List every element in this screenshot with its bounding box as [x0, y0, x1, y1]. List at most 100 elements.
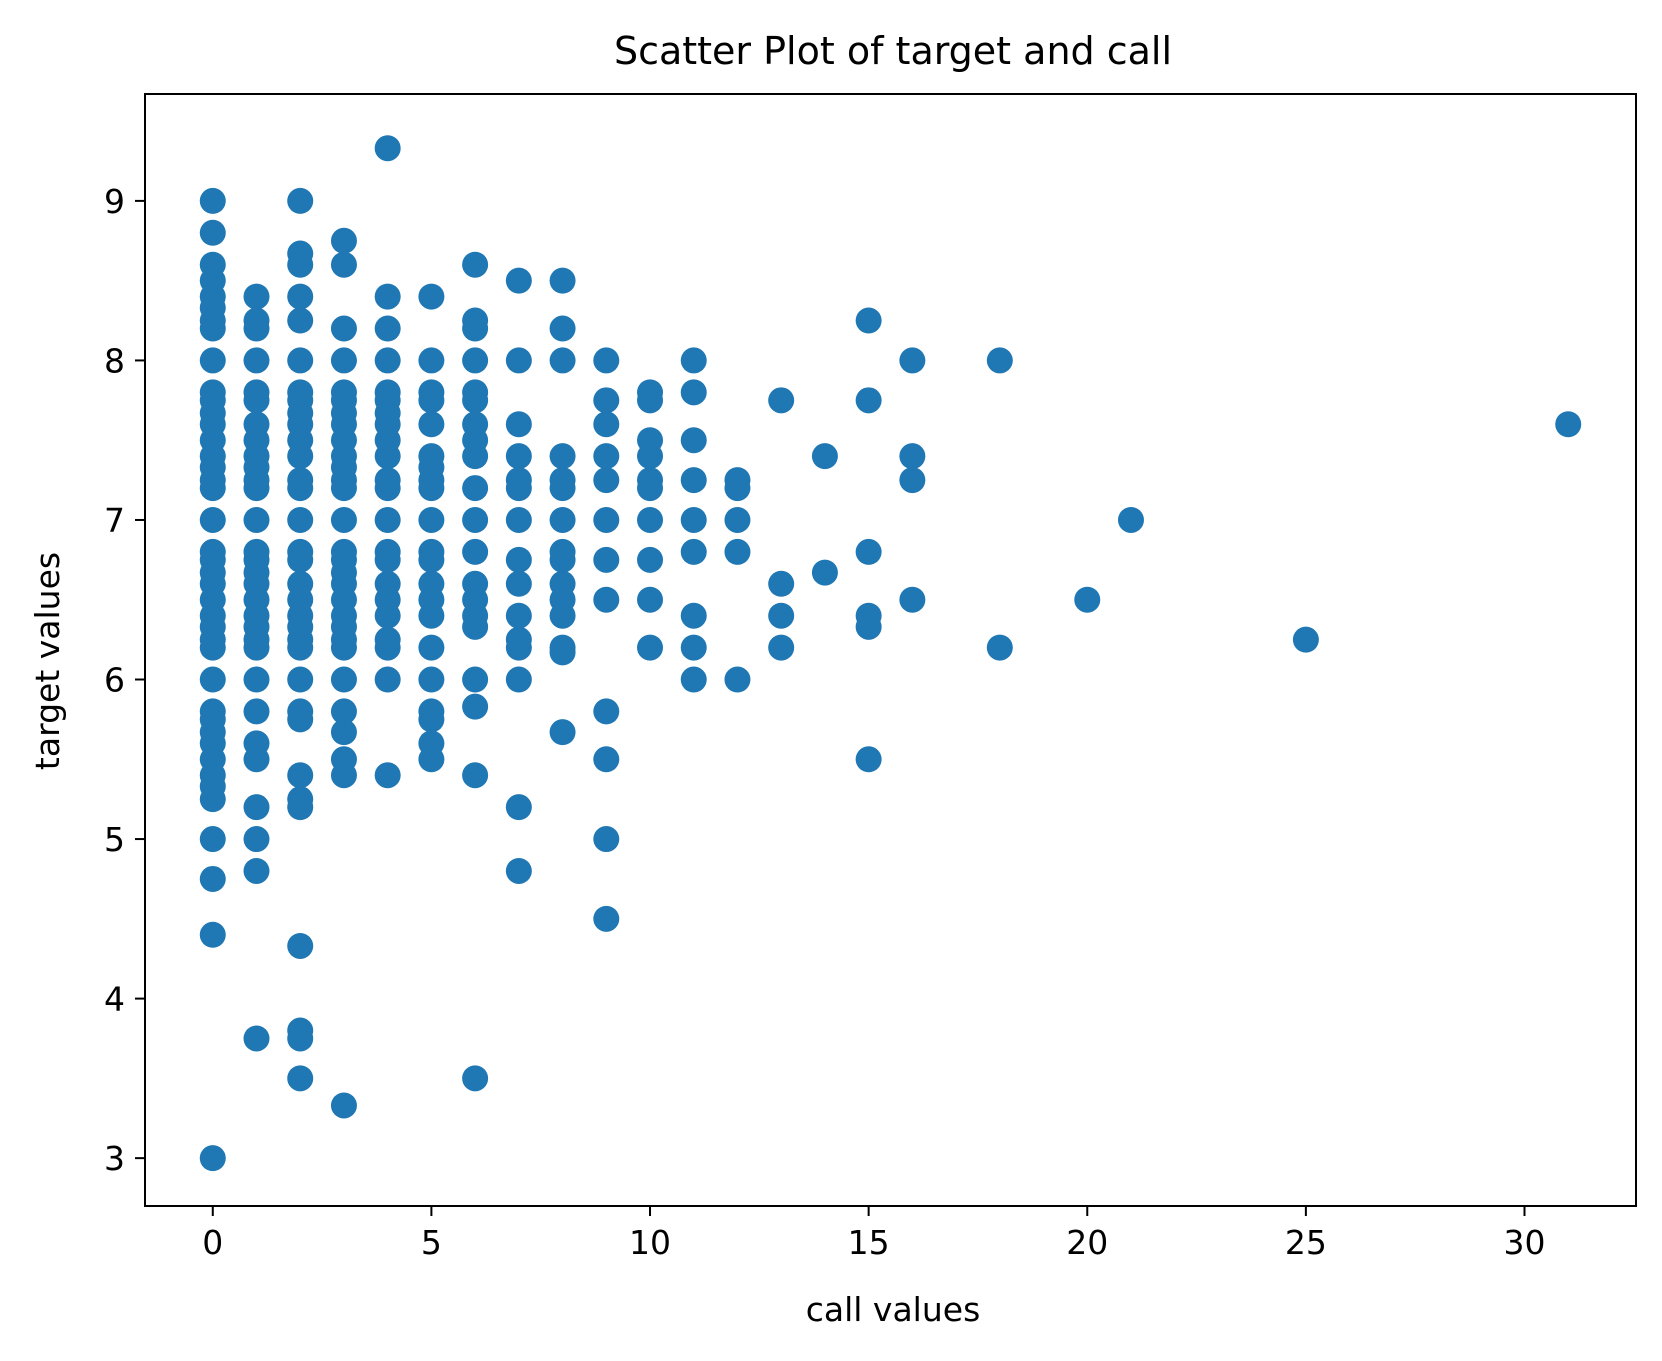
scatter-point [199, 921, 226, 948]
scatter-point [243, 666, 270, 693]
scatter-point [374, 347, 401, 374]
scatter-point [199, 219, 226, 246]
scatter-point [680, 347, 707, 374]
scatter-point [243, 538, 270, 565]
scatter-point [418, 411, 445, 438]
scatter-point [462, 307, 489, 334]
scatter-point [505, 443, 532, 470]
x-axis-label: call values [806, 1290, 981, 1329]
scatter-point [287, 762, 314, 789]
scatter-point [505, 857, 532, 884]
scatter-point [462, 1065, 489, 1092]
scatter-point [593, 546, 620, 573]
scatter-point [593, 467, 620, 494]
scatter-point [418, 666, 445, 693]
scatter-point [1074, 586, 1101, 613]
scatter-point [374, 315, 401, 342]
scatter-point [680, 427, 707, 454]
scatter-point [593, 443, 620, 470]
scatter-point [637, 634, 664, 661]
scatter-point [855, 746, 882, 773]
scatter-point [374, 283, 401, 310]
scatter-point [768, 387, 795, 414]
scatter-point [287, 1065, 314, 1092]
scatter-point [418, 283, 445, 310]
scatter-point [549, 719, 576, 746]
scatter-point [418, 443, 445, 470]
scatter-point [418, 379, 445, 406]
scatter-point [505, 411, 532, 438]
scatter-point [243, 857, 270, 884]
x-tick-label: 25 [1285, 1223, 1327, 1262]
scatter-point [1292, 626, 1319, 653]
scatter-point [505, 347, 532, 374]
scatter-point [768, 634, 795, 661]
scatter-point [899, 347, 926, 374]
scatter-point [418, 506, 445, 533]
plot-frame [144, 93, 1637, 1207]
scatter-point [462, 506, 489, 533]
scatter-point [593, 506, 620, 533]
scatter-point [199, 187, 226, 214]
scatter-point [462, 693, 489, 720]
scatter-point [637, 467, 664, 494]
scatter-point [549, 570, 576, 597]
scatter-point [287, 187, 314, 214]
scatter-point [199, 347, 226, 374]
scatter-point [593, 387, 620, 414]
scatter-point [462, 570, 489, 597]
y-tick-label: 8 [104, 341, 125, 380]
scatter-point [199, 506, 226, 533]
scatter-point [724, 666, 751, 693]
scatter-point [330, 666, 357, 693]
scatter-point [287, 666, 314, 693]
scatter-point [855, 387, 882, 414]
scatter-point [505, 267, 532, 294]
scatter-point [287, 307, 314, 334]
scatter-point [199, 251, 226, 278]
x-tick-label: 5 [421, 1223, 442, 1262]
scatter-point [462, 475, 489, 502]
scatter-point [330, 347, 357, 374]
scatter-point [855, 538, 882, 565]
scatter-point [287, 786, 314, 813]
x-tick-label: 15 [848, 1223, 890, 1262]
scatter-point [768, 570, 795, 597]
scatter-point [593, 411, 620, 438]
scatter-point [855, 307, 882, 334]
scatter-point [549, 506, 576, 533]
scatter-point [593, 826, 620, 853]
scatter-point [462, 347, 489, 374]
scatter-point [637, 379, 664, 406]
scatter-point [199, 666, 226, 693]
scatter-points [199, 135, 1582, 1172]
scatter-point [505, 546, 532, 573]
scatter-point [811, 559, 838, 586]
scatter-point [418, 698, 445, 725]
scatter-point [287, 379, 314, 406]
scatter-point [462, 762, 489, 789]
scatter-point [418, 570, 445, 597]
scatter-point [243, 1025, 270, 1052]
scatter-point [462, 379, 489, 406]
scatter-point [680, 538, 707, 565]
y-tick-label: 9 [104, 182, 125, 221]
scatter-point [462, 251, 489, 278]
y-tick-label: 6 [104, 661, 125, 700]
scatter-point [287, 932, 314, 959]
scatter-point [287, 506, 314, 533]
scatter-point [330, 227, 357, 254]
y-tick-label: 4 [104, 980, 125, 1019]
scatter-point [637, 427, 664, 454]
scatter-point [418, 730, 445, 757]
scatter-point [199, 826, 226, 853]
scatter-point [243, 347, 270, 374]
scatter-point [287, 570, 314, 597]
scatter-point [724, 506, 751, 533]
scatter-point [330, 538, 357, 565]
scatter-point [637, 586, 664, 613]
scatter-point [462, 666, 489, 693]
scatter-point [899, 586, 926, 613]
